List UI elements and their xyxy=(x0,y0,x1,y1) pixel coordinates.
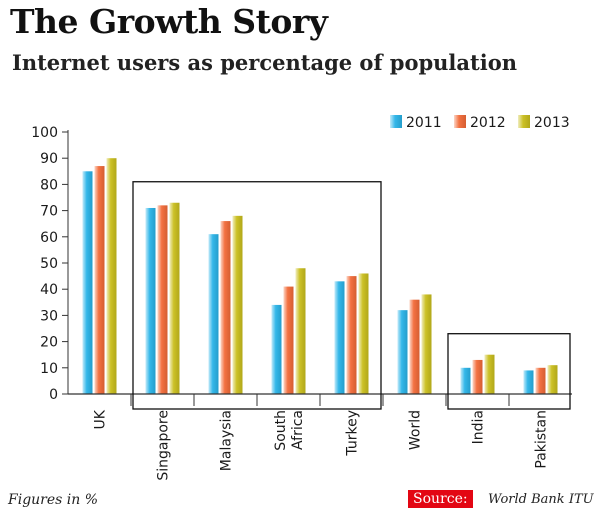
bar-2012 xyxy=(283,286,294,394)
bar-2011 xyxy=(460,367,471,394)
y-tick-label: 80 xyxy=(40,177,58,193)
highlight-box xyxy=(447,333,571,410)
category-label: Malaysia xyxy=(219,410,235,471)
y-tick-label: 30 xyxy=(40,308,58,324)
category-label-line: South xyxy=(273,410,289,451)
y-tick-label: 70 xyxy=(40,204,58,220)
legend-label: 2012 xyxy=(470,115,506,131)
bar-2013 xyxy=(295,268,306,394)
bar-2012 xyxy=(472,359,483,394)
category-label: SouthAfrica xyxy=(273,410,306,451)
figures-note: Figures in % xyxy=(8,492,99,508)
category-label-line: Pakistan xyxy=(534,410,550,469)
bar-2012 xyxy=(94,166,105,394)
chart-title: The Growth Story xyxy=(10,2,328,41)
bar-2013 xyxy=(106,158,117,394)
category-label: India xyxy=(471,410,487,444)
category-label-line: Malaysia xyxy=(219,410,235,471)
y-tick-label: 20 xyxy=(40,335,58,351)
bar-2011 xyxy=(397,310,408,394)
legend-label: 2011 xyxy=(406,115,442,131)
y-tick-label: 40 xyxy=(40,282,58,298)
bar-2012 xyxy=(409,299,420,394)
y-tick-label: 10 xyxy=(40,361,58,377)
bar-2011 xyxy=(271,304,282,394)
bar-2013 xyxy=(484,354,495,394)
legend-swatch-2012 xyxy=(454,115,466,128)
bar-2013 xyxy=(421,294,432,394)
legend-swatch-2011 xyxy=(390,115,402,128)
y-tick-label: 0 xyxy=(49,387,58,403)
bar-2013 xyxy=(358,273,369,394)
category-label: World xyxy=(408,410,424,450)
y-tick-label: 100 xyxy=(31,125,58,141)
category-label-line: India xyxy=(471,410,487,444)
highlight-box xyxy=(132,181,382,410)
bar-2013 xyxy=(169,202,180,394)
chart-subtitle: Internet users as percentage of populati… xyxy=(12,50,517,75)
bar-2012 xyxy=(535,367,546,394)
category-label: Singapore xyxy=(156,410,172,481)
category-label-line: Singapore xyxy=(156,410,172,481)
bar-2011 xyxy=(334,281,345,394)
source-text: World Bank ITU xyxy=(488,492,594,507)
y-tick-label: 50 xyxy=(40,256,58,272)
category-label-line: Turkey xyxy=(345,410,361,457)
category-label-line: Africa xyxy=(290,410,306,450)
y-tick-label: 90 xyxy=(40,151,58,167)
category-label: Pakistan xyxy=(534,410,550,469)
category-label-line: UK xyxy=(93,409,109,429)
bar-2011 xyxy=(82,171,93,394)
bar-2013 xyxy=(232,215,243,394)
bar-2011 xyxy=(145,207,156,394)
bar-2013 xyxy=(547,365,558,394)
bar-2012 xyxy=(346,276,357,394)
category-label: UK xyxy=(93,409,109,429)
bar-2011 xyxy=(523,370,534,394)
category-label: Turkey xyxy=(345,410,361,457)
source-label: Source: xyxy=(408,490,473,508)
bar-2012 xyxy=(220,221,231,394)
bar-2012 xyxy=(157,205,168,394)
legend-label: 2013 xyxy=(534,115,570,131)
y-tick-label: 60 xyxy=(40,230,58,246)
bar-2011 xyxy=(208,234,219,394)
legend-swatch-2013 xyxy=(518,115,530,128)
category-label-line: World xyxy=(408,410,424,450)
